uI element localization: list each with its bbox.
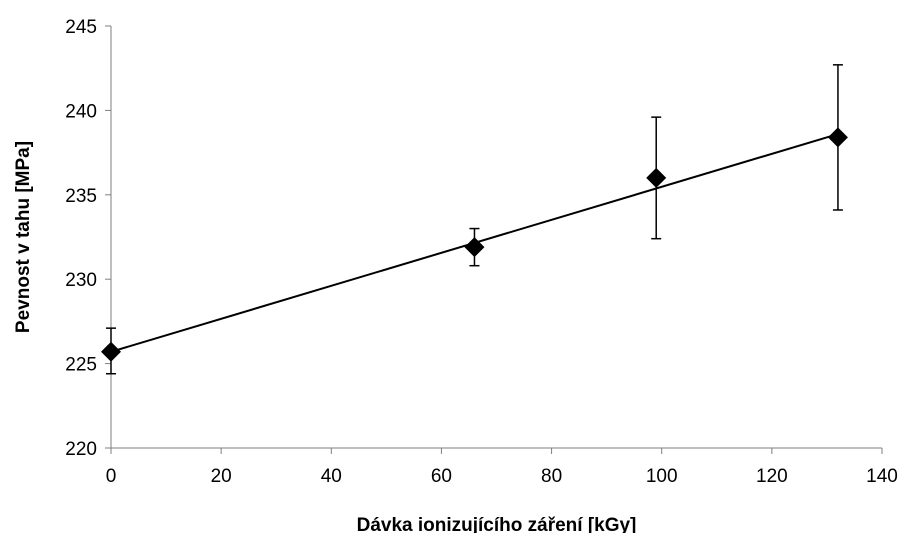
y-tick-label: 245	[65, 17, 97, 38]
data-point-diamond	[464, 237, 485, 258]
ticks: 220 225 230 235 240 245 0 20 40 60 80 100 120 140	[65, 17, 898, 487]
y-tick-label: 240	[65, 101, 97, 122]
x-tick-label: 20	[211, 466, 232, 487]
y-tick-label: 225	[65, 355, 97, 376]
x-tick-label: 0	[106, 466, 117, 487]
x-tick-label: 40	[321, 466, 342, 487]
data-point-diamond	[646, 167, 667, 188]
y-tick-label: 230	[65, 270, 97, 291]
y-tick-label: 220	[65, 439, 97, 460]
error-bars	[106, 64, 843, 375]
y-tick-label: 235	[65, 186, 97, 207]
x-tick-label: 140	[866, 466, 898, 487]
x-tick-label: 80	[541, 466, 562, 487]
x-tick-label: 120	[756, 466, 788, 487]
x-tick-label: 100	[646, 466, 678, 487]
x-tick-label: 60	[431, 466, 452, 487]
data-points	[101, 127, 848, 362]
y-axis-title: Pevnost v tahu [MPa]	[13, 141, 34, 333]
data-point-diamond	[101, 341, 121, 362]
data-point-diamond	[827, 127, 848, 148]
x-axis-title: Dávka ionizujícího záření [kGy]	[357, 515, 637, 533]
